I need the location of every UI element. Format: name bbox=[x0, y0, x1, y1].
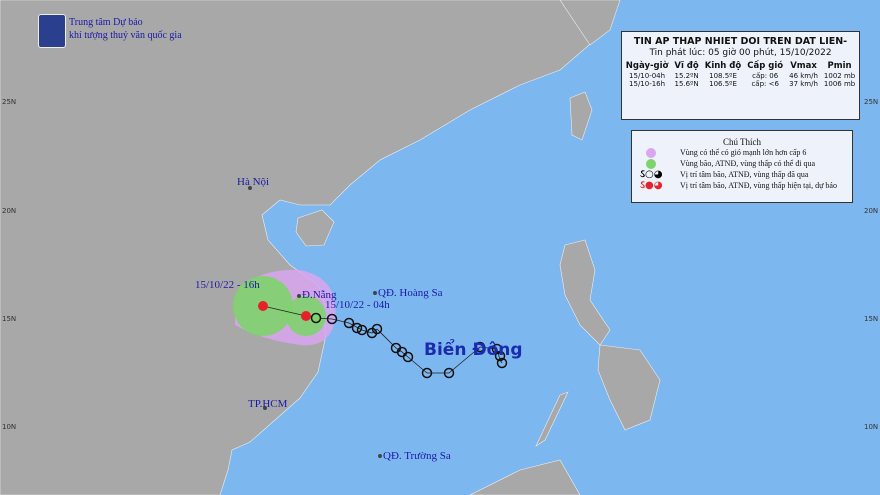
org-line-1: Trung tâm Dự báo bbox=[69, 17, 143, 28]
past-position-marker bbox=[474, 341, 486, 353]
legend-item: Vùng có thể có gió mạnh lớn hơn cấp 6 bbox=[640, 147, 852, 158]
col-header: Vmax bbox=[790, 61, 817, 71]
cell: 15.6ºN bbox=[674, 80, 699, 88]
cell: 15.2ºN bbox=[674, 72, 699, 80]
storm-track bbox=[262, 305, 503, 374]
cell: 15/10-16h bbox=[629, 80, 666, 88]
lat-label-left: 20N bbox=[2, 207, 17, 215]
storm-symbols-current-icon: ઽ●◕ bbox=[640, 180, 663, 191]
legend-item: ઽ○◕ Vị trí tâm bão, ATNĐ, vùng thấp đã qu… bbox=[640, 169, 852, 180]
table-row: 15/10-16h 15.6ºN 106.5ºE cấp: <6 37 km/h 1006… bbox=[623, 80, 858, 88]
past-position-marker bbox=[326, 313, 338, 325]
land-philippines-luzon bbox=[559, 239, 611, 346]
past-position-marker bbox=[402, 351, 414, 363]
legend-item: Vùng bão, ATNĐ, vùng thấp có thể đi qua bbox=[640, 158, 852, 169]
nchmf-logo bbox=[38, 14, 66, 48]
land-philippines-visayas bbox=[597, 344, 661, 431]
land-mainland bbox=[0, 0, 601, 495]
organization-name: Trung tâm Dự báo khí tượng thuỷ văn quốc… bbox=[69, 16, 182, 42]
cell: 106.5ºE bbox=[709, 80, 737, 88]
land-palawan bbox=[535, 391, 569, 447]
cell: 46 km/h bbox=[789, 72, 818, 80]
cell: cấp: 06 bbox=[752, 72, 779, 80]
label-biendong: Biển Đông bbox=[424, 340, 523, 360]
legend-label: Vùng bão, ATNĐ, vùng thấp có thể đi qua bbox=[680, 159, 816, 168]
land-hainan bbox=[295, 209, 335, 247]
legend-title: Chú Thích bbox=[722, 137, 762, 147]
lat-label-right: 25N bbox=[864, 98, 879, 106]
current-position-marker bbox=[301, 311, 311, 321]
lat-label-right: 15N bbox=[864, 315, 879, 323]
past-position-marker bbox=[343, 317, 355, 329]
lat-label-left: 15N bbox=[2, 315, 17, 323]
land-borneo bbox=[469, 459, 581, 495]
lat-label-left: 10N bbox=[2, 423, 17, 431]
cell: cấp: <6 bbox=[751, 80, 779, 88]
past-position-marker bbox=[496, 357, 508, 369]
label-hcm: TP.HCM bbox=[248, 398, 288, 410]
col-header: Cấp gió bbox=[747, 61, 784, 71]
city-dot-truongsa bbox=[378, 454, 382, 458]
label-forecast-time: 15/10/22 - 16h bbox=[195, 279, 260, 291]
col-header: Vĩ độ bbox=[674, 61, 699, 71]
lat-label-left: 25N bbox=[2, 98, 17, 106]
forecast-position-marker bbox=[258, 301, 268, 311]
map-legend: Chú Thích Vùng có thể có gió mạnh lớn hơ… bbox=[631, 130, 853, 203]
legend-label: Vị trí tâm bão, ATNĐ, vùng thấp hiện tại… bbox=[680, 181, 837, 190]
cell: 37 km/h bbox=[789, 80, 818, 88]
label-danang: Đ.Nẵng bbox=[302, 289, 337, 301]
legend-label: Vị trí tâm bão, ATNĐ, vùng thấp đã qua bbox=[680, 170, 809, 179]
past-position-marker bbox=[351, 322, 363, 334]
label-current-time: 15/10/22 - 04h bbox=[325, 299, 390, 311]
legend-item: ઽ●◕ Vị trí tâm bão, ATNĐ, vùng thấp hiện … bbox=[640, 180, 852, 191]
lat-label-right: 20N bbox=[864, 207, 879, 215]
cell: 1002 mb bbox=[823, 72, 856, 80]
cell: 1006 mb bbox=[823, 80, 856, 88]
purple-circle-icon bbox=[646, 147, 656, 158]
land-korea-coast bbox=[559, 0, 621, 46]
cell: 108.5ºE bbox=[709, 72, 737, 80]
green-circle-icon bbox=[646, 158, 656, 169]
city-dot-hcm bbox=[263, 406, 267, 410]
col-header: Ngày-giờ bbox=[625, 61, 669, 71]
city-dot-hoangsa bbox=[373, 291, 377, 295]
lat-label-right: 10N bbox=[864, 423, 879, 431]
city-dot-danang bbox=[297, 294, 301, 298]
col-header: Kinh độ bbox=[704, 61, 742, 71]
cell: 15/10-04h bbox=[629, 72, 666, 80]
bulletin-table: Ngày-giờ Vĩ độ Kinh độ Cấp gió Vmax Pmin 15/1… bbox=[623, 60, 858, 88]
past-position-marker bbox=[371, 323, 383, 335]
bulletin-info-box: TIN AP THAP NHIET DOI TREN DAT LIEN- Tin… bbox=[621, 31, 860, 120]
land-taiwan bbox=[569, 91, 593, 141]
bulletin-issued: Tin phát lúc: 05 giờ 00 phút, 15/10/2022 bbox=[649, 48, 832, 58]
label-hoangsa: QĐ. Hoàng Sa bbox=[378, 287, 443, 299]
col-header: Pmin bbox=[827, 61, 852, 71]
bulletin-title: TIN AP THAP NHIET DOI TREN DAT LIEN- bbox=[633, 36, 848, 47]
past-position-marker bbox=[443, 367, 455, 379]
legend-label: Vùng có thể có gió mạnh lớn hơn cấp 6 bbox=[680, 148, 807, 157]
label-hanoi: Hà Nội bbox=[237, 176, 270, 188]
past-position-marker bbox=[310, 312, 322, 324]
past-position-marker bbox=[356, 324, 368, 336]
storm-symbols-past-icon: ઽ○◕ bbox=[640, 169, 663, 180]
past-position-marker bbox=[421, 367, 433, 379]
table-row: 15/10-04h 15.2ºN 108.5ºE cấp: 06 46 km/h 1002… bbox=[623, 72, 858, 80]
city-dot-hanoi bbox=[248, 186, 252, 190]
past-position-marker bbox=[494, 350, 506, 362]
past-position-marker bbox=[491, 343, 503, 355]
org-line-2: khí tượng thuỷ văn quốc gia bbox=[69, 30, 182, 41]
label-truongsa: QĐ. Trường Sa bbox=[383, 450, 451, 462]
